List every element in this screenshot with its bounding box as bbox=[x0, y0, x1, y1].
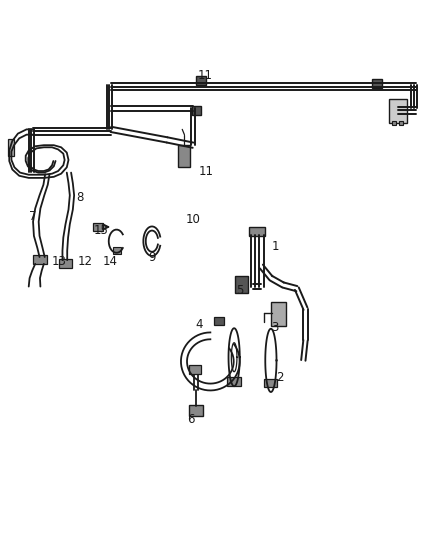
FancyBboxPatch shape bbox=[178, 145, 190, 167]
FancyBboxPatch shape bbox=[189, 365, 201, 374]
FancyBboxPatch shape bbox=[227, 377, 241, 386]
Text: 11: 11 bbox=[198, 165, 214, 178]
Text: 5: 5 bbox=[236, 284, 244, 297]
FancyBboxPatch shape bbox=[8, 140, 14, 156]
FancyBboxPatch shape bbox=[196, 76, 205, 85]
FancyBboxPatch shape bbox=[236, 276, 248, 293]
Text: 2: 2 bbox=[276, 371, 283, 384]
Text: 6: 6 bbox=[187, 413, 194, 426]
Text: 13: 13 bbox=[52, 255, 67, 268]
FancyBboxPatch shape bbox=[113, 247, 121, 254]
FancyBboxPatch shape bbox=[189, 405, 203, 416]
FancyBboxPatch shape bbox=[389, 99, 407, 123]
Text: 3: 3 bbox=[272, 321, 279, 334]
FancyBboxPatch shape bbox=[271, 302, 286, 326]
FancyBboxPatch shape bbox=[372, 79, 381, 88]
Text: 11: 11 bbox=[198, 69, 213, 82]
Text: 7: 7 bbox=[29, 210, 37, 223]
Text: 9: 9 bbox=[148, 251, 156, 263]
FancyBboxPatch shape bbox=[264, 379, 277, 387]
Text: 1: 1 bbox=[272, 240, 279, 253]
Text: 4: 4 bbox=[196, 318, 203, 331]
FancyBboxPatch shape bbox=[214, 317, 224, 325]
FancyBboxPatch shape bbox=[93, 223, 102, 231]
FancyBboxPatch shape bbox=[59, 259, 72, 268]
FancyBboxPatch shape bbox=[33, 255, 47, 264]
FancyBboxPatch shape bbox=[192, 106, 201, 115]
Text: 8: 8 bbox=[76, 191, 84, 205]
Text: 14: 14 bbox=[102, 255, 117, 268]
Text: 15: 15 bbox=[94, 224, 109, 237]
Text: 10: 10 bbox=[186, 213, 201, 225]
Bar bbox=[392, 121, 396, 125]
FancyBboxPatch shape bbox=[249, 227, 265, 237]
Text: 12: 12 bbox=[78, 255, 92, 268]
Bar bbox=[399, 121, 403, 125]
